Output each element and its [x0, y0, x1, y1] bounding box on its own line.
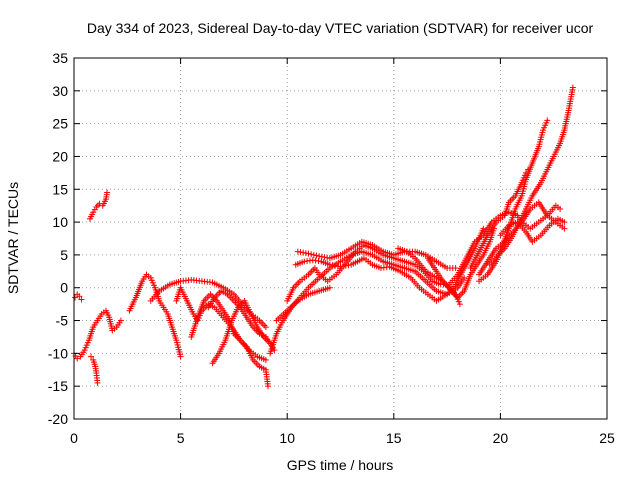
data-point [569, 84, 576, 91]
data-point [305, 250, 312, 257]
x-tick-label: 0 [70, 430, 78, 446]
y-tick-label: -15 [48, 378, 68, 394]
data-point [76, 293, 83, 300]
y-tick-label: 20 [52, 148, 68, 164]
x-axis-label: GPS time / hours [287, 457, 394, 473]
chart-title: Day 334 of 2023, Sidereal Day-to-day VTE… [87, 20, 594, 36]
data-point [313, 252, 320, 259]
y-tick-label: -5 [56, 313, 69, 329]
y-tick-label: 25 [52, 116, 68, 132]
plot-frame [73, 57, 608, 420]
x-tick-labels: 0 5 10 15 20 25 [70, 430, 615, 446]
y-tick-labels: -20 -15 -10 -5 0 5 10 15 20 25 30 35 [48, 50, 68, 427]
y-tick-label: 30 [52, 83, 68, 99]
y-tick-label: -20 [48, 411, 68, 427]
data-point [262, 324, 269, 331]
data-point [78, 296, 85, 303]
data-point [88, 353, 95, 360]
data-point [522, 169, 529, 176]
data-point [267, 340, 274, 347]
data-point [461, 274, 468, 281]
data-point [271, 347, 278, 354]
data-point [74, 355, 81, 362]
data-points [71, 84, 576, 390]
data-point [91, 206, 98, 213]
data-point [480, 225, 487, 232]
data-point [94, 379, 101, 386]
x-tick-label: 20 [493, 430, 509, 446]
y-axis-label: SDTVAR / TECUs [5, 182, 21, 294]
axis-ticks [73, 57, 608, 420]
data-point [104, 189, 111, 196]
x-tick-label: 5 [177, 430, 185, 446]
data-point [308, 251, 315, 258]
data-point [456, 301, 463, 308]
data-point [265, 383, 272, 390]
y-tick-label: -10 [48, 345, 68, 361]
x-tick-label: 15 [386, 430, 402, 446]
data-point [561, 225, 568, 232]
data-point [177, 353, 184, 360]
data-point [72, 294, 79, 301]
y-tick-label: 10 [52, 214, 68, 230]
data-point [525, 166, 532, 173]
data-point [310, 251, 317, 258]
y-tick-label: 15 [52, 181, 68, 197]
y-tick-label: 0 [60, 280, 68, 296]
x-tick-label: 25 [599, 430, 615, 446]
x-tick-label: 10 [279, 430, 295, 446]
y-tick-label: 5 [60, 247, 68, 263]
data-point [262, 356, 269, 363]
data-point [557, 205, 564, 212]
data-point [72, 352, 79, 359]
data-point [117, 317, 124, 324]
y-tick-label: 35 [52, 50, 68, 66]
data-point [326, 284, 333, 291]
data-point [561, 219, 568, 226]
grid-lines [74, 58, 607, 419]
data-point [544, 117, 551, 124]
data-point [452, 265, 459, 272]
